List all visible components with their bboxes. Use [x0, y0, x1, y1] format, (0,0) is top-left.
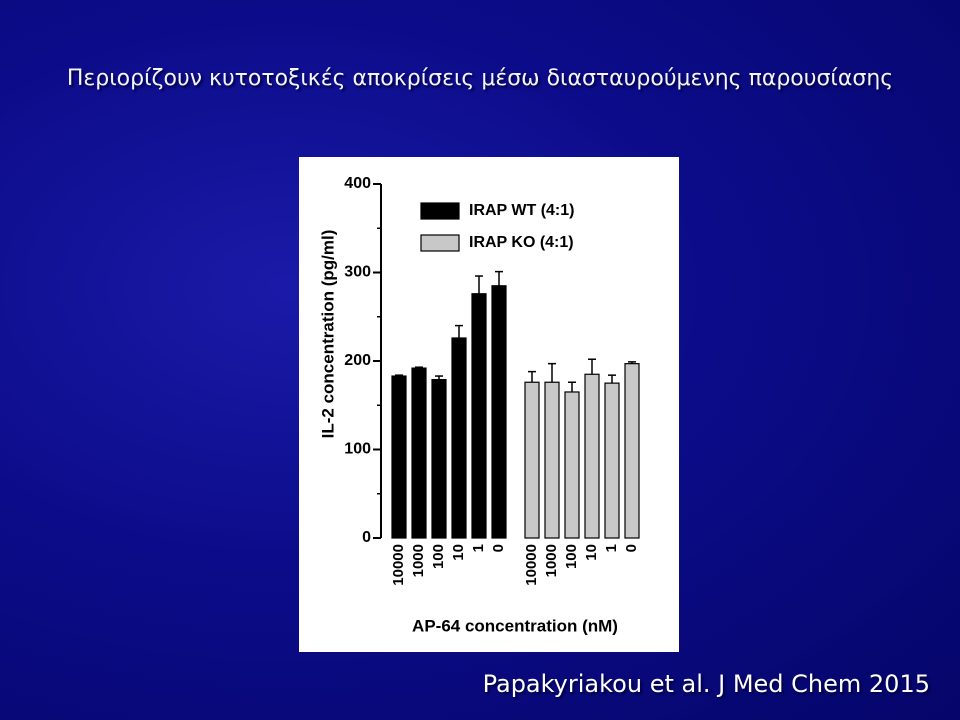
bar [624, 363, 640, 539]
bar [491, 285, 507, 539]
legend-swatch [420, 234, 460, 252]
bar [604, 382, 620, 539]
bar [431, 378, 447, 539]
bar [391, 375, 407, 539]
legend-swatch [420, 202, 460, 220]
bar [584, 373, 600, 539]
bar [524, 381, 540, 539]
slide-title: Περιορίζουν κυτοτοξικές αποκρίσεις μέσω … [66, 66, 894, 91]
legend-label: IRAP KO (4:1) [469, 234, 574, 251]
y-tick-label: 100 [344, 441, 371, 458]
x-tick-label: 0 [490, 544, 507, 552]
x-tick-label: 10000 [390, 544, 407, 586]
bar [544, 381, 560, 539]
chart: IL-2 concentration (pg/ml) AP-64 concent… [299, 157, 679, 652]
x-tick-label: 1 [470, 544, 487, 552]
y-tick-label: 400 [344, 175, 371, 192]
bar [471, 293, 487, 539]
x-tick-label: 100 [430, 544, 447, 569]
y-tick-label: 0 [362, 529, 371, 546]
x-tick-label: 1000 [410, 544, 427, 577]
citation: Papakyriakou et al. J Med Chem 2015 [482, 670, 930, 698]
y-tick-label: 200 [344, 352, 371, 369]
bar [564, 391, 580, 539]
bar [451, 337, 467, 539]
y-axis-label: IL-2 concentration (pg/ml) [318, 230, 337, 439]
x-tick-label: 10000 [523, 544, 540, 586]
bar [411, 367, 427, 539]
x-tick-label: 1000 [543, 544, 560, 577]
x-tick-label: 100 [563, 544, 580, 569]
x-tick-label: 10 [450, 544, 467, 561]
legend-label: IRAP WT (4:1) [469, 202, 574, 219]
x-tick-label: 1 [603, 544, 620, 552]
x-tick-label: 0 [623, 544, 640, 552]
y-tick-label: 300 [344, 264, 371, 281]
x-tick-label: 10 [583, 544, 600, 561]
x-axis-label: AP-64 concentration (nM) [412, 616, 618, 635]
